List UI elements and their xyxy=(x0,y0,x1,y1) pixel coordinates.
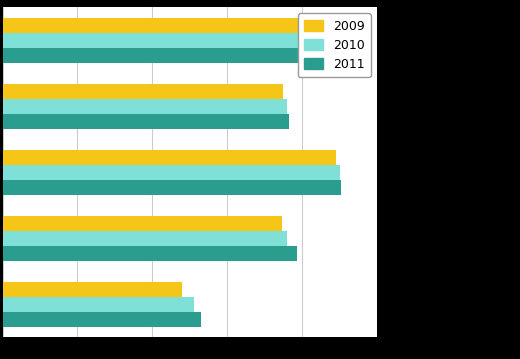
Bar xyxy=(3,282,183,297)
Bar xyxy=(3,165,340,180)
Bar xyxy=(3,114,289,129)
Bar xyxy=(3,150,336,165)
Bar xyxy=(3,216,281,231)
Bar xyxy=(3,84,283,99)
Legend: 2009, 2010, 2011: 2009, 2010, 2011 xyxy=(298,13,371,78)
Bar xyxy=(3,231,287,246)
Bar xyxy=(3,48,328,63)
Bar xyxy=(3,99,287,114)
Bar xyxy=(3,312,201,327)
Bar xyxy=(3,33,330,48)
Bar xyxy=(3,180,342,195)
Bar xyxy=(3,18,327,33)
Bar xyxy=(3,297,193,312)
Bar xyxy=(3,246,296,261)
